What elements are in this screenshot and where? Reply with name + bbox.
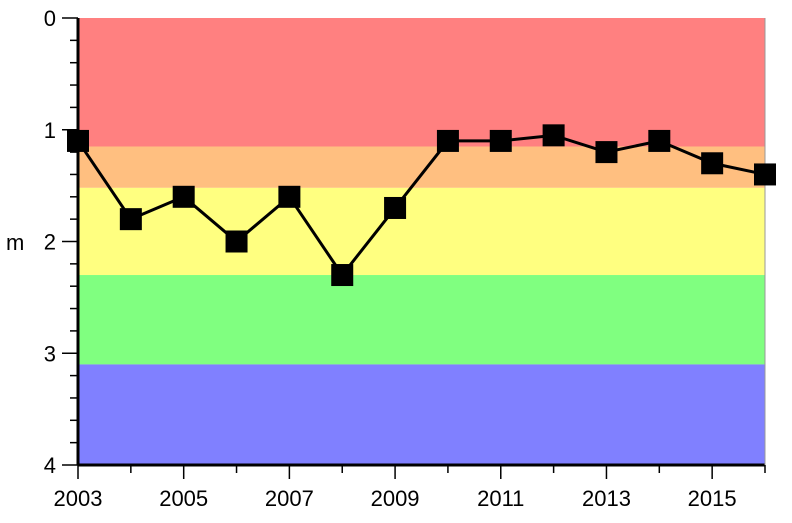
x-tick-label: 2003 — [54, 486, 103, 511]
data-point-2013 — [595, 141, 618, 164]
data-point-2003 — [67, 129, 89, 152]
x-tick-label: 2013 — [582, 486, 631, 511]
band-0 — [78, 18, 765, 147]
y-tick-label: 0 — [44, 6, 56, 31]
data-point-2009 — [384, 196, 407, 219]
band-3 — [78, 275, 765, 365]
y-tick-label: 2 — [44, 230, 56, 255]
x-tick-label: 2011 — [477, 486, 524, 511]
y-axis-label: m — [6, 230, 24, 255]
y-tick-label: 3 — [44, 341, 56, 366]
depth-bands — [78, 18, 765, 465]
data-point-2012 — [542, 124, 565, 147]
data-point-2004 — [119, 208, 142, 231]
series-line — [67, 124, 776, 287]
x-tick-label: 2005 — [159, 486, 208, 511]
data-point-2011 — [489, 129, 512, 152]
x-tick-label: 2015 — [688, 486, 737, 511]
data-point-2008 — [331, 264, 354, 287]
data-point-2015 — [701, 152, 724, 175]
data-point-2014 — [648, 129, 671, 152]
x-tick-label: 2007 — [265, 486, 314, 511]
y-tick-label: 1 — [44, 118, 56, 143]
data-point-2005 — [172, 185, 195, 208]
data-point-2016 — [754, 163, 776, 186]
data-point-2010 — [436, 129, 459, 152]
axes: 0 1 2 3 4 2003 2005 2007 2009 2011 2013 2015 — [44, 6, 766, 511]
data-point-2007 — [278, 185, 301, 208]
data-point-2006 — [225, 230, 248, 253]
y-tick-label: 4 — [44, 453, 56, 478]
band-4 — [78, 364, 765, 465]
band-1 — [78, 146, 765, 188]
x-tick-label: 2009 — [371, 486, 420, 511]
